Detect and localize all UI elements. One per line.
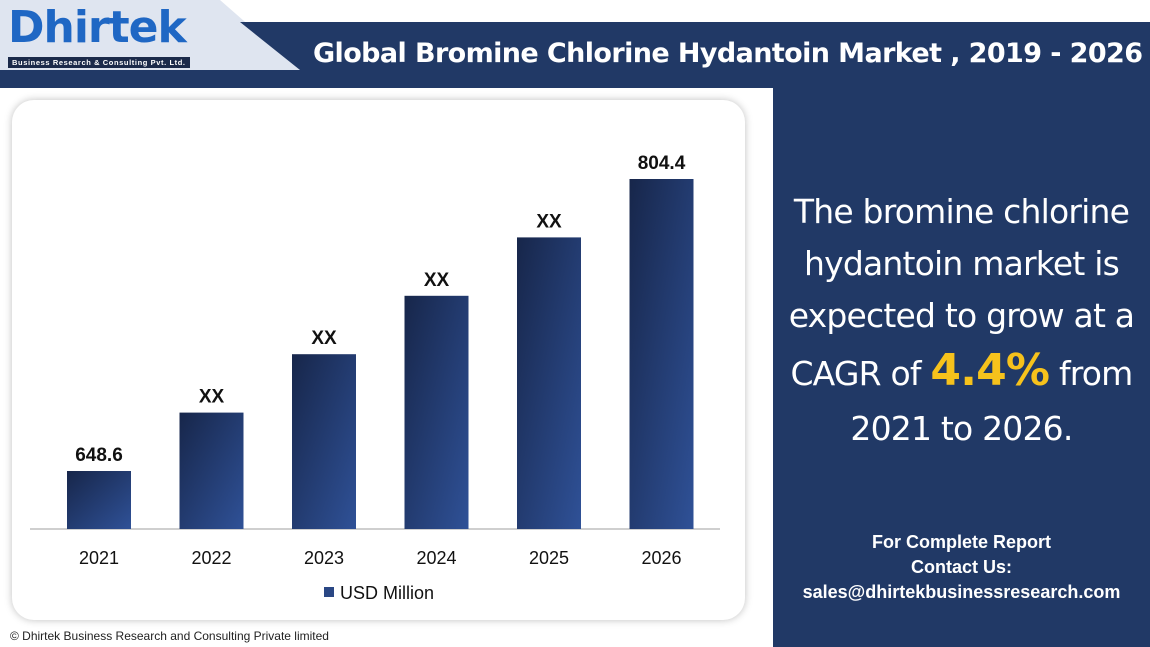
cagr-statement: The bromine chlorine hydantoin market is… — [773, 186, 1150, 455]
bar-2024 — [404, 295, 469, 529]
x-tick-label: 2021 — [79, 548, 119, 568]
x-tick-label: 2024 — [416, 548, 456, 568]
data-label-2021: 648.6 — [75, 445, 123, 466]
blurb-line: The bromine chlorine — [793, 192, 1130, 231]
blurb-line: hydantoin market is — [804, 244, 1120, 283]
x-tick-label: 2023 — [304, 548, 344, 568]
blurb-line: expected to grow at a — [788, 296, 1135, 335]
bar-chart: 648.6 2021 XX 2022 XX 2023 XX 2024 XX 2025 804.4 20… — [30, 153, 720, 603]
contact-label: Contact Us: — [910, 557, 1012, 577]
copyright-footer: © Dhirtek Business Research and Consulti… — [10, 629, 329, 643]
legend-label: USD Million — [340, 583, 434, 603]
cagr-value: 4.4% — [930, 345, 1050, 396]
legend-swatch — [324, 587, 334, 597]
contact-info: For Complete Report Contact Us: sales@dh… — [773, 530, 1150, 605]
blurb-text: from — [1058, 354, 1133, 393]
data-label-2025: XX — [536, 211, 562, 232]
bar-2025 — [517, 237, 581, 529]
logo-tagline: Business Research & Consulting Pvt. Ltd. — [8, 57, 190, 68]
data-label-2022: XX — [199, 387, 225, 408]
bar-2023 — [292, 354, 356, 529]
blurb-line: 2021 to 2026. — [850, 409, 1073, 448]
bar-2022 — [179, 412, 244, 529]
x-tick-label: 2025 — [529, 548, 569, 568]
x-tick-label: 2026 — [641, 548, 681, 568]
page-title: Global Bromine Chlorine Hydantoin Market… — [313, 38, 1143, 69]
info-panel: The bromine chlorine hydantoin market is… — [773, 88, 1150, 647]
data-label-2024: XX — [424, 270, 450, 291]
contact-email-link[interactable]: sales@dhirtekbusinessresearch.com — [802, 582, 1121, 602]
bar-2026 — [629, 179, 694, 529]
bar-2021 — [67, 471, 131, 529]
data-label-2023: XX — [311, 328, 337, 349]
blurb-line: CAGR of 4.4% from — [773, 342, 1150, 403]
logo-wordmark: Dhirtek — [8, 2, 187, 53]
x-tick-label: 2022 — [191, 548, 231, 568]
blurb-text: CAGR of — [790, 354, 921, 393]
data-label-2026: 804.4 — [638, 153, 686, 174]
contact-heading: For Complete Report — [871, 532, 1051, 552]
logo: Dhirtek Business Research & Consulting P… — [8, 2, 213, 68]
chart-card: 648.6 2021 XX 2022 XX 2023 XX 2024 XX 2025 804.4 20… — [12, 100, 745, 620]
